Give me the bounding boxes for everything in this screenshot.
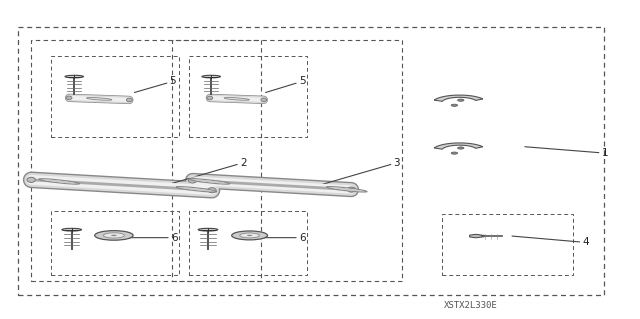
Bar [51,56,179,137]
Ellipse shape [198,228,218,231]
Ellipse shape [458,147,464,149]
Ellipse shape [195,180,225,183]
Text: XSTX2L330E: XSTX2L330E [444,301,497,310]
Ellipse shape [95,231,133,240]
Ellipse shape [348,187,356,192]
Ellipse shape [247,235,252,236]
Ellipse shape [188,178,196,183]
Ellipse shape [176,187,217,192]
Ellipse shape [451,104,458,106]
Polygon shape [435,143,483,149]
Ellipse shape [65,75,83,78]
Ellipse shape [44,180,74,183]
Ellipse shape [39,179,79,184]
Bar [442,214,573,275]
Ellipse shape [127,98,132,102]
Ellipse shape [224,98,250,100]
Ellipse shape [458,99,464,101]
Bar [18,27,604,295]
Text: 4: 4 [512,236,589,248]
Text: 6: 6 [128,233,177,243]
Ellipse shape [62,228,81,231]
Ellipse shape [451,152,458,154]
Ellipse shape [326,187,367,192]
Ellipse shape [181,187,212,191]
Ellipse shape [103,233,124,238]
Bar [189,211,307,275]
Ellipse shape [481,235,486,237]
Bar [31,40,261,281]
Text: 1: 1 [525,147,608,158]
Text: 5: 5 [266,76,305,93]
Ellipse shape [66,96,72,100]
Ellipse shape [208,188,216,193]
Ellipse shape [261,98,267,101]
Polygon shape [470,234,482,238]
Polygon shape [435,95,483,101]
Text: 2: 2 [166,158,246,185]
Ellipse shape [240,233,259,238]
Ellipse shape [86,98,112,100]
Ellipse shape [111,235,116,236]
Bar [51,211,179,275]
Ellipse shape [202,75,220,78]
Text: 6: 6 [262,233,305,243]
Text: 5: 5 [134,76,176,93]
Ellipse shape [207,96,212,100]
Ellipse shape [232,231,268,240]
Bar [172,40,402,281]
Bar [189,56,307,137]
Ellipse shape [189,179,230,184]
Text: 3: 3 [320,158,400,185]
Ellipse shape [27,177,35,182]
Ellipse shape [332,187,362,191]
